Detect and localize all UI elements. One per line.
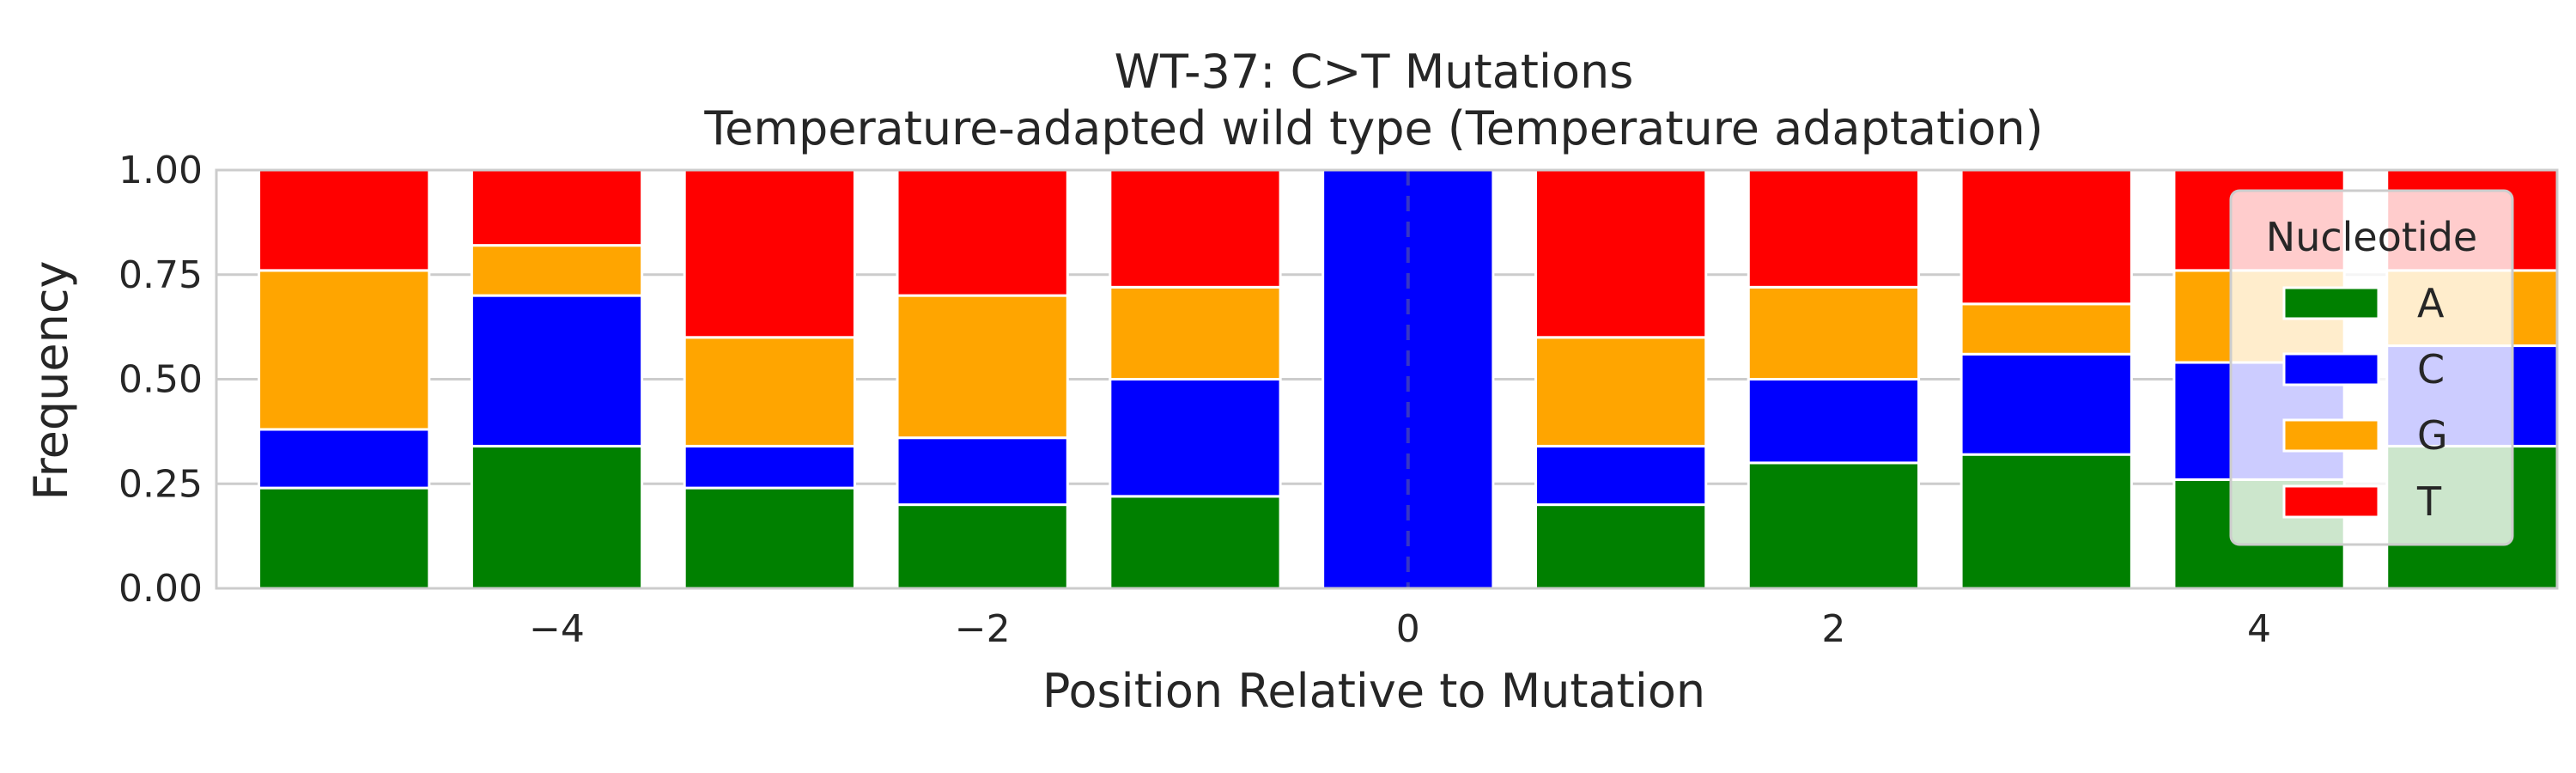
legend-label-G: G [2417,412,2448,459]
bar-segment-T [1747,168,1921,289]
bar-segment-G [1109,285,1282,380]
bar-segment-G [1747,285,1921,380]
bar-segment-A [1109,495,1282,590]
bar-segment-G [1959,302,2133,356]
bar-segment-C [470,294,644,447]
y-tick-label: 1.00 [118,149,203,192]
bar-segment-C [1534,444,1708,507]
legend-swatch-T [2282,484,2380,519]
bar-segment-T [1109,168,1282,289]
bar-segment-A [470,444,644,590]
x-axis-ticks: −4 −2 0 2 4 [529,607,2271,651]
legend-swatch-C [2282,352,2380,386]
chart-title: WT-37: C>T Mutations [1115,45,1634,99]
legend-label-A: A [2417,280,2445,326]
bar-segment-G [470,244,644,297]
bar-segment-A [896,503,1069,590]
bar-segment-T [1534,168,1708,339]
bar-segment-G [683,336,856,447]
x-tick-label: −4 [529,607,585,651]
bar-segment-A [1959,453,2133,590]
bar-segment-A [1747,461,1921,590]
bar-segment-C [258,428,431,490]
bar-segment-G [1534,336,1708,447]
x-tick-label: −2 [955,607,1011,651]
bar-segment-C [896,436,1069,507]
bar-segment-T [896,168,1069,297]
y-axis-ticks: 0.00 0.25 0.50 0.75 1.00 [118,149,203,611]
chart-subtitle: Temperature-adapted wild type (Temperatu… [703,101,2043,155]
x-tick-label: 0 [1396,607,1420,651]
bar-segment-C [683,444,856,490]
x-tick-label: 2 [1821,607,1845,651]
plot-frame [215,168,2559,590]
bar-segment-T [470,168,644,247]
bar-segment-C [1959,352,2133,456]
bar-segment-A [683,486,856,590]
y-tick-label: 0.25 [118,462,203,506]
y-tick-label: 0.00 [118,567,203,611]
bar-segment-G [258,269,431,431]
bar-segment-T [1959,168,2133,306]
bar-segment-A [258,486,431,590]
bar-segment-G [896,294,1069,440]
x-tick-label: 4 [2247,607,2271,651]
bar-segment-T [683,168,856,339]
bar-segment-T [258,168,431,272]
legend-title: Nucleotide [2266,214,2477,260]
y-axis-label: Frequency [24,261,78,501]
bar-segment-C [1109,378,1282,498]
legend-swatch-G [2282,418,2380,453]
legend-label-C: C [2417,346,2445,393]
y-tick-label: 0.75 [118,253,203,297]
x-axis-label: Position Relative to Mutation [1042,664,1705,718]
legend-swatch-A [2282,286,2380,320]
legend-label-T: T [2416,478,2442,525]
bar-segment-A [1534,503,1708,590]
bar-segment-C [1747,378,1921,465]
y-tick-label: 0.50 [118,358,203,402]
